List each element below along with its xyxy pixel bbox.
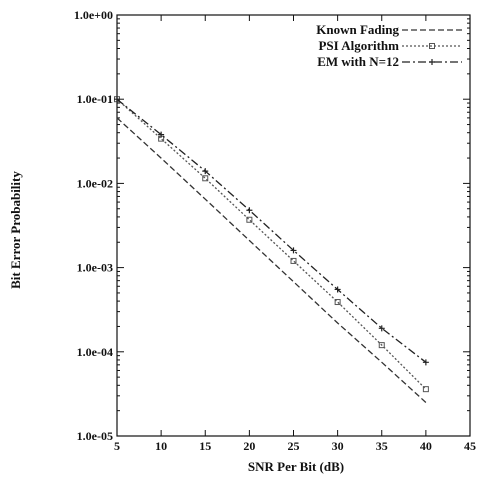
series-line [116,98,427,390]
series-line [116,98,427,363]
x-tick-label: 20 [243,439,255,453]
series-2 [114,96,429,366]
y-axis-ticks: 1.0e+00 1.0e-01 1.0e-02 1.0e-03 1.0e-04 1.0e-… [74,8,470,443]
data-point [158,131,165,138]
data-point [246,216,253,223]
x-tick-label: 40 [420,439,432,453]
series-1 [114,96,429,393]
x-tick-label: 10 [155,439,167,453]
x-axis-title: SNR Per Bit (dB) [248,459,344,474]
y-tick-label: 1.0e-03 [77,261,113,275]
data-point [202,168,209,175]
legend-label: Known Fading [316,22,399,37]
legend-marker [429,59,435,65]
y-tick-label: 1.0e-04 [77,345,113,359]
y-axis-title-group: Bit Error Probability [8,171,23,289]
x-tick-label: 15 [199,439,211,453]
data-point [334,299,341,306]
data-point [202,175,209,182]
x-tick-label: 25 [288,439,300,453]
legend-marker [429,43,435,49]
series-0 [116,117,427,403]
x-tick-label: 45 [464,439,476,453]
series-line [116,117,427,403]
x-tick-label: 5 [114,439,120,453]
data-point [246,207,253,214]
y-tick-label: 1.0e+00 [74,8,113,22]
legend-label: PSI Algorithm [318,38,399,53]
plot-area [116,14,471,437]
y-tick-label: 1.0e-05 [77,429,113,443]
x-tick-label: 35 [376,439,388,453]
y-axis-title: Bit Error Probability [8,171,23,289]
y-tick-label: 1.0e-02 [77,176,113,190]
legend-label: EM with N=12 [317,54,399,69]
data-point [334,286,341,293]
x-tick-label: 30 [332,439,344,453]
data-point [378,342,385,349]
data-point [114,96,120,103]
data-point [378,325,385,332]
data-point [290,257,297,264]
y-tick-label: 1.0e-01 [77,92,113,106]
data-point [290,247,297,254]
x-axis-ticks: 5 10 15 20 25 30 35 40 45 [114,15,476,453]
data-point [422,359,429,366]
series-layer [114,96,429,403]
plot-frame [116,14,471,437]
data-point [422,386,429,393]
